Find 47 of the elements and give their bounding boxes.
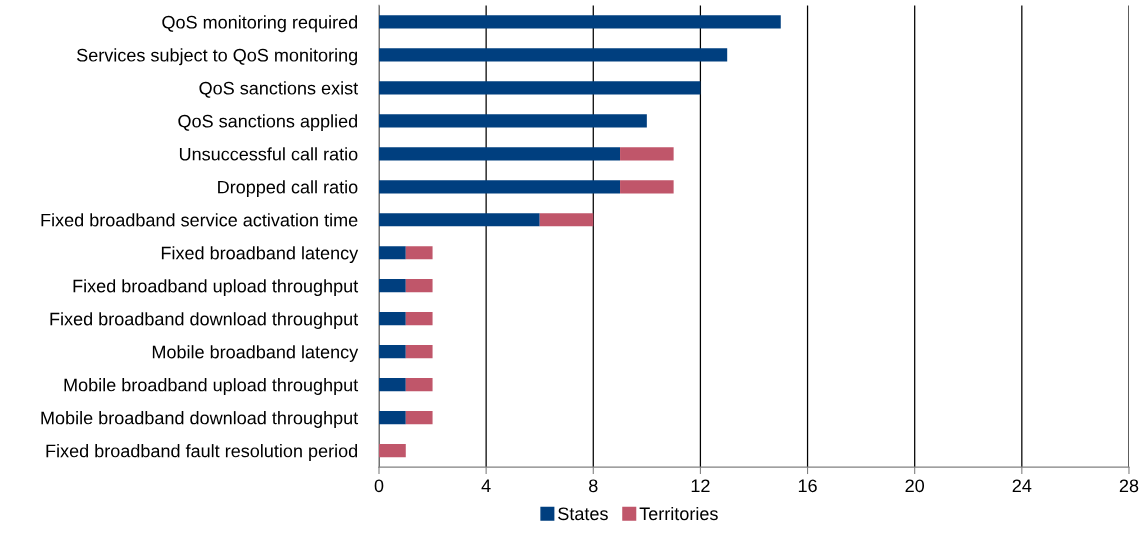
y-tick-label: Fixed broadband upload throughput [73, 279, 359, 297]
bar [405, 279, 433, 293]
y-tick-label: Fixed broadband latency [161, 246, 359, 264]
bar [378, 147, 621, 161]
bar [405, 378, 433, 392]
bar [539, 213, 594, 227]
x-tick-label: 28 [1119, 479, 1139, 493]
bar [378, 411, 406, 425]
bar [405, 411, 433, 425]
y-tick-label: Mobile broadband upload throughput [64, 378, 359, 395]
legend-label: States [558, 507, 608, 521]
bar [378, 213, 540, 227]
legend-label: Territories [639, 506, 718, 521]
x-tick-label: 12 [691, 479, 710, 492]
y-tick-label: Unsuccessful call ratio [179, 147, 358, 161]
x-tick-label: 4 [481, 479, 491, 492]
bar [620, 180, 674, 194]
bar [378, 444, 406, 458]
bar [378, 246, 406, 260]
bar [378, 345, 406, 359]
x-tick-label: 24 [1012, 479, 1032, 492]
bar [378, 378, 406, 392]
y-tick-label: Fixed broadband download throughput [50, 312, 359, 329]
x-tick-label: 16 [798, 479, 817, 493]
y-tick-label: Fixed broadband service activation time [41, 213, 358, 227]
bar [378, 114, 647, 128]
bar [378, 180, 621, 194]
bar [405, 246, 433, 260]
y-tick-label: Fixed broadband fault resolution period [46, 444, 358, 461]
y-tick-label: QoS sanctions applied [178, 114, 358, 132]
bar [378, 312, 406, 326]
y-tick-label: Services subject to QoS monitoring [77, 48, 358, 66]
y-tick-label: Mobile broadband latency [152, 345, 359, 362]
y-tick-label: Mobile broadband download throughput [41, 411, 359, 428]
x-tick-label: 20 [905, 479, 925, 493]
y-tick-label: QoS monitoring required [162, 15, 358, 33]
bar [378, 279, 406, 293]
y-tick-label: Dropped call ratio [218, 180, 358, 198]
x-tick-label: 0 [374, 479, 384, 493]
bar [378, 48, 728, 62]
bar [405, 345, 433, 359]
y-tick-label: QoS sanctions exist [199, 81, 359, 98]
bar [405, 312, 433, 326]
bar [378, 15, 781, 29]
bar [378, 81, 701, 95]
x-tick-label: 8 [589, 479, 598, 493]
bar [620, 147, 674, 161]
